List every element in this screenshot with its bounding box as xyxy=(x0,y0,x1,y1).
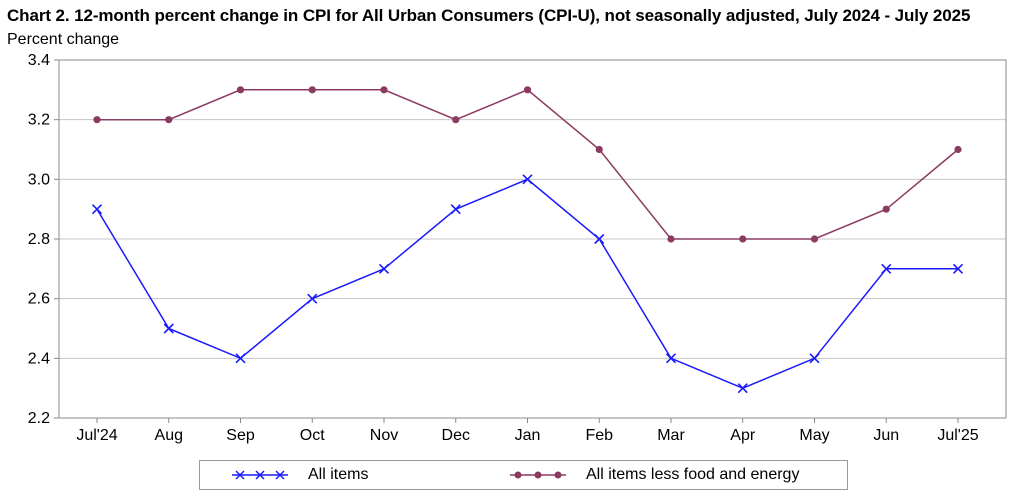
data-point-x-marker xyxy=(881,263,892,274)
legend-label-core: All items less food and energy xyxy=(586,466,800,483)
data-point-x-marker xyxy=(594,233,605,245)
legend-swatch-all-items xyxy=(232,470,288,480)
data-point-x-marker xyxy=(450,204,461,215)
x-tick-label: Aug xyxy=(155,427,183,444)
y-tick-label: 3.0 xyxy=(28,171,50,188)
x-tick-label: Apr xyxy=(730,427,756,444)
y-tick-label: 2.4 xyxy=(28,350,50,367)
y-tick-label: 3.4 xyxy=(28,52,50,69)
data-point-x-marker xyxy=(378,263,390,274)
data-point-x-marker xyxy=(307,293,318,304)
data-point-circle-marker xyxy=(165,116,173,124)
data-point-circle-marker xyxy=(308,86,316,94)
legend-item-all-items: All items xyxy=(230,461,368,489)
x-tick-label: Mar xyxy=(657,427,685,444)
series-all-items xyxy=(91,174,964,394)
y-tick-label: 2.6 xyxy=(28,291,50,308)
data-point-circle-marker xyxy=(739,235,747,243)
x-tick-label: Jan xyxy=(515,427,541,444)
legend-item-core: All items less food and energy xyxy=(508,461,799,489)
axis-ticks: 2.2 2.4 2.6 2.8 3.0 3.2 3.4 Jul'24 Aug Sep Oct Nov D… xyxy=(28,52,979,444)
y-tick-label: 3.2 xyxy=(28,112,50,129)
data-point-circle-marker xyxy=(667,235,675,243)
x-tick-label: Oct xyxy=(300,427,325,444)
x-tick-label: Sep xyxy=(226,427,255,444)
data-point-x-marker xyxy=(235,353,246,364)
data-point-circle-marker xyxy=(452,116,460,124)
data-point-x-marker xyxy=(809,353,820,364)
series-layer xyxy=(91,86,964,394)
legend: All items All items less food and energy xyxy=(199,460,848,490)
data-point-circle-marker xyxy=(236,86,245,94)
data-point-x-marker xyxy=(665,353,677,364)
x-tick-label: May xyxy=(799,427,829,444)
series-all-items-less-food-and-energy xyxy=(93,86,962,243)
data-point-circle-marker xyxy=(595,145,603,154)
legend-label-all-items: All items xyxy=(308,466,369,483)
legend-swatch-core xyxy=(510,471,566,479)
data-point-x-marker xyxy=(91,204,103,215)
x-tick-label: Jun xyxy=(873,427,899,444)
data-point-circle-marker xyxy=(380,86,388,94)
data-point-x-marker xyxy=(737,383,748,394)
x-tick-label: Jul'24 xyxy=(76,427,117,444)
x-tick-label: Dec xyxy=(442,427,470,444)
data-point-circle-marker xyxy=(93,116,101,124)
y-axis-label: Percent change xyxy=(7,31,120,48)
data-point-circle-marker xyxy=(810,235,819,243)
chart-title: Chart 2. 12-month percent change in CPI … xyxy=(7,6,971,25)
data-point-x-marker xyxy=(522,174,533,185)
y-tick-label: 2.2 xyxy=(28,410,50,427)
series-line xyxy=(96,178,958,390)
x-tick-label: Feb xyxy=(585,427,613,444)
data-point-x-marker xyxy=(163,323,174,334)
x-tick-label: Nov xyxy=(370,427,398,444)
grid-lines xyxy=(59,119,1006,359)
series-line xyxy=(97,88,959,240)
data-point-x-marker xyxy=(952,263,964,274)
y-tick-label: 2.8 xyxy=(28,231,50,248)
data-point-circle-marker xyxy=(954,145,962,154)
x-tick-label: Jul'25 xyxy=(937,427,978,444)
plot-area-border xyxy=(58,59,1007,419)
data-point-circle-marker xyxy=(882,205,890,213)
data-point-circle-marker xyxy=(523,86,532,94)
